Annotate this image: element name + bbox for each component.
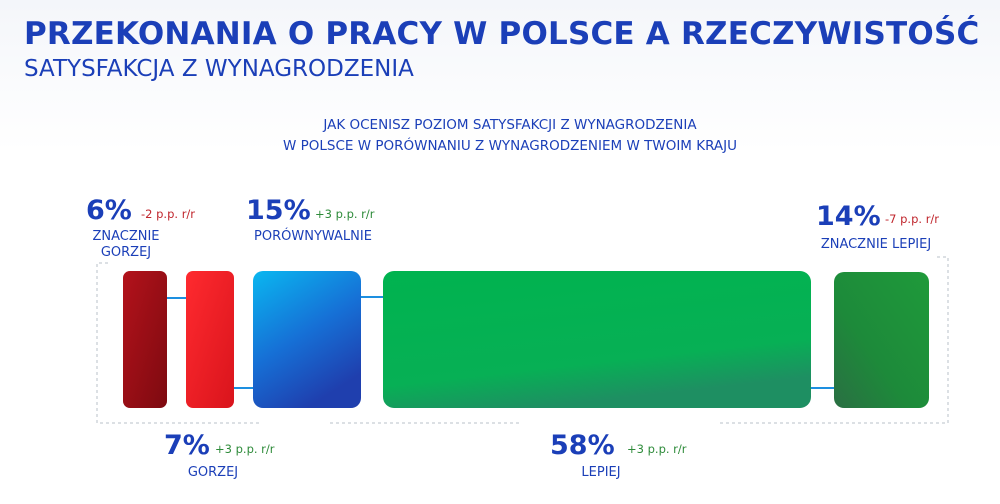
page-subtitle: SATYSFAKCJA Z WYNAGRODZENIA <box>24 56 414 82</box>
bar-znacznie-lepiej <box>834 272 929 408</box>
category-label-znacznie-gorzej-2: GORZEJ <box>101 245 151 260</box>
bar-porownywalnie <box>253 271 361 408</box>
change-label-gorzej: +3 p.p. r/r <box>215 442 275 456</box>
page-title: PRZEKONANIA O PRACY W POLSCE A RZECZYWIS… <box>24 16 980 52</box>
category-label-znacznie-lepiej: ZNACZNIE LEPIEJ <box>821 237 931 252</box>
frame-left <box>96 262 260 424</box>
change-label-znacznie-lepiej: -7 p.p. r/r <box>885 212 939 226</box>
change-label-porownywalnie: +3 p.p. r/r <box>315 207 375 221</box>
value-label-porownywalnie: 15% <box>246 195 311 226</box>
bar-znacznie-gorzej <box>123 271 167 408</box>
category-label-znacznie-gorzej-1: ZNACZNIE <box>92 229 159 244</box>
change-label-znacznie-gorzej: -2 p.p. r/r <box>141 207 195 221</box>
frame-right <box>936 256 949 423</box>
change-label-lepiej: +3 p.p. r/r <box>627 442 687 456</box>
question-line-1: JAK OCENISZ POZIOM SATYSFAKCJI Z WYNAGRO… <box>323 117 697 133</box>
category-label-porownywalnie: PORÓWNYWALNIE <box>254 228 372 244</box>
bar-gorzej <box>186 271 234 408</box>
bar-lepiej <box>383 271 811 408</box>
value-label-znacznie-lepiej: 14% <box>816 201 881 232</box>
question-line-2: W POLSCE W PORÓWNANIU Z WYNAGRODZENIEM W… <box>282 138 738 154</box>
value-label-gorzej: 7% <box>164 430 210 461</box>
category-label-gorzej: GORZEJ <box>188 465 238 480</box>
value-label-lepiej: 58% <box>550 430 615 461</box>
category-label-lepiej: LEPIEJ <box>581 465 620 480</box>
value-label-znacznie-gorzej: 6% <box>86 195 132 226</box>
